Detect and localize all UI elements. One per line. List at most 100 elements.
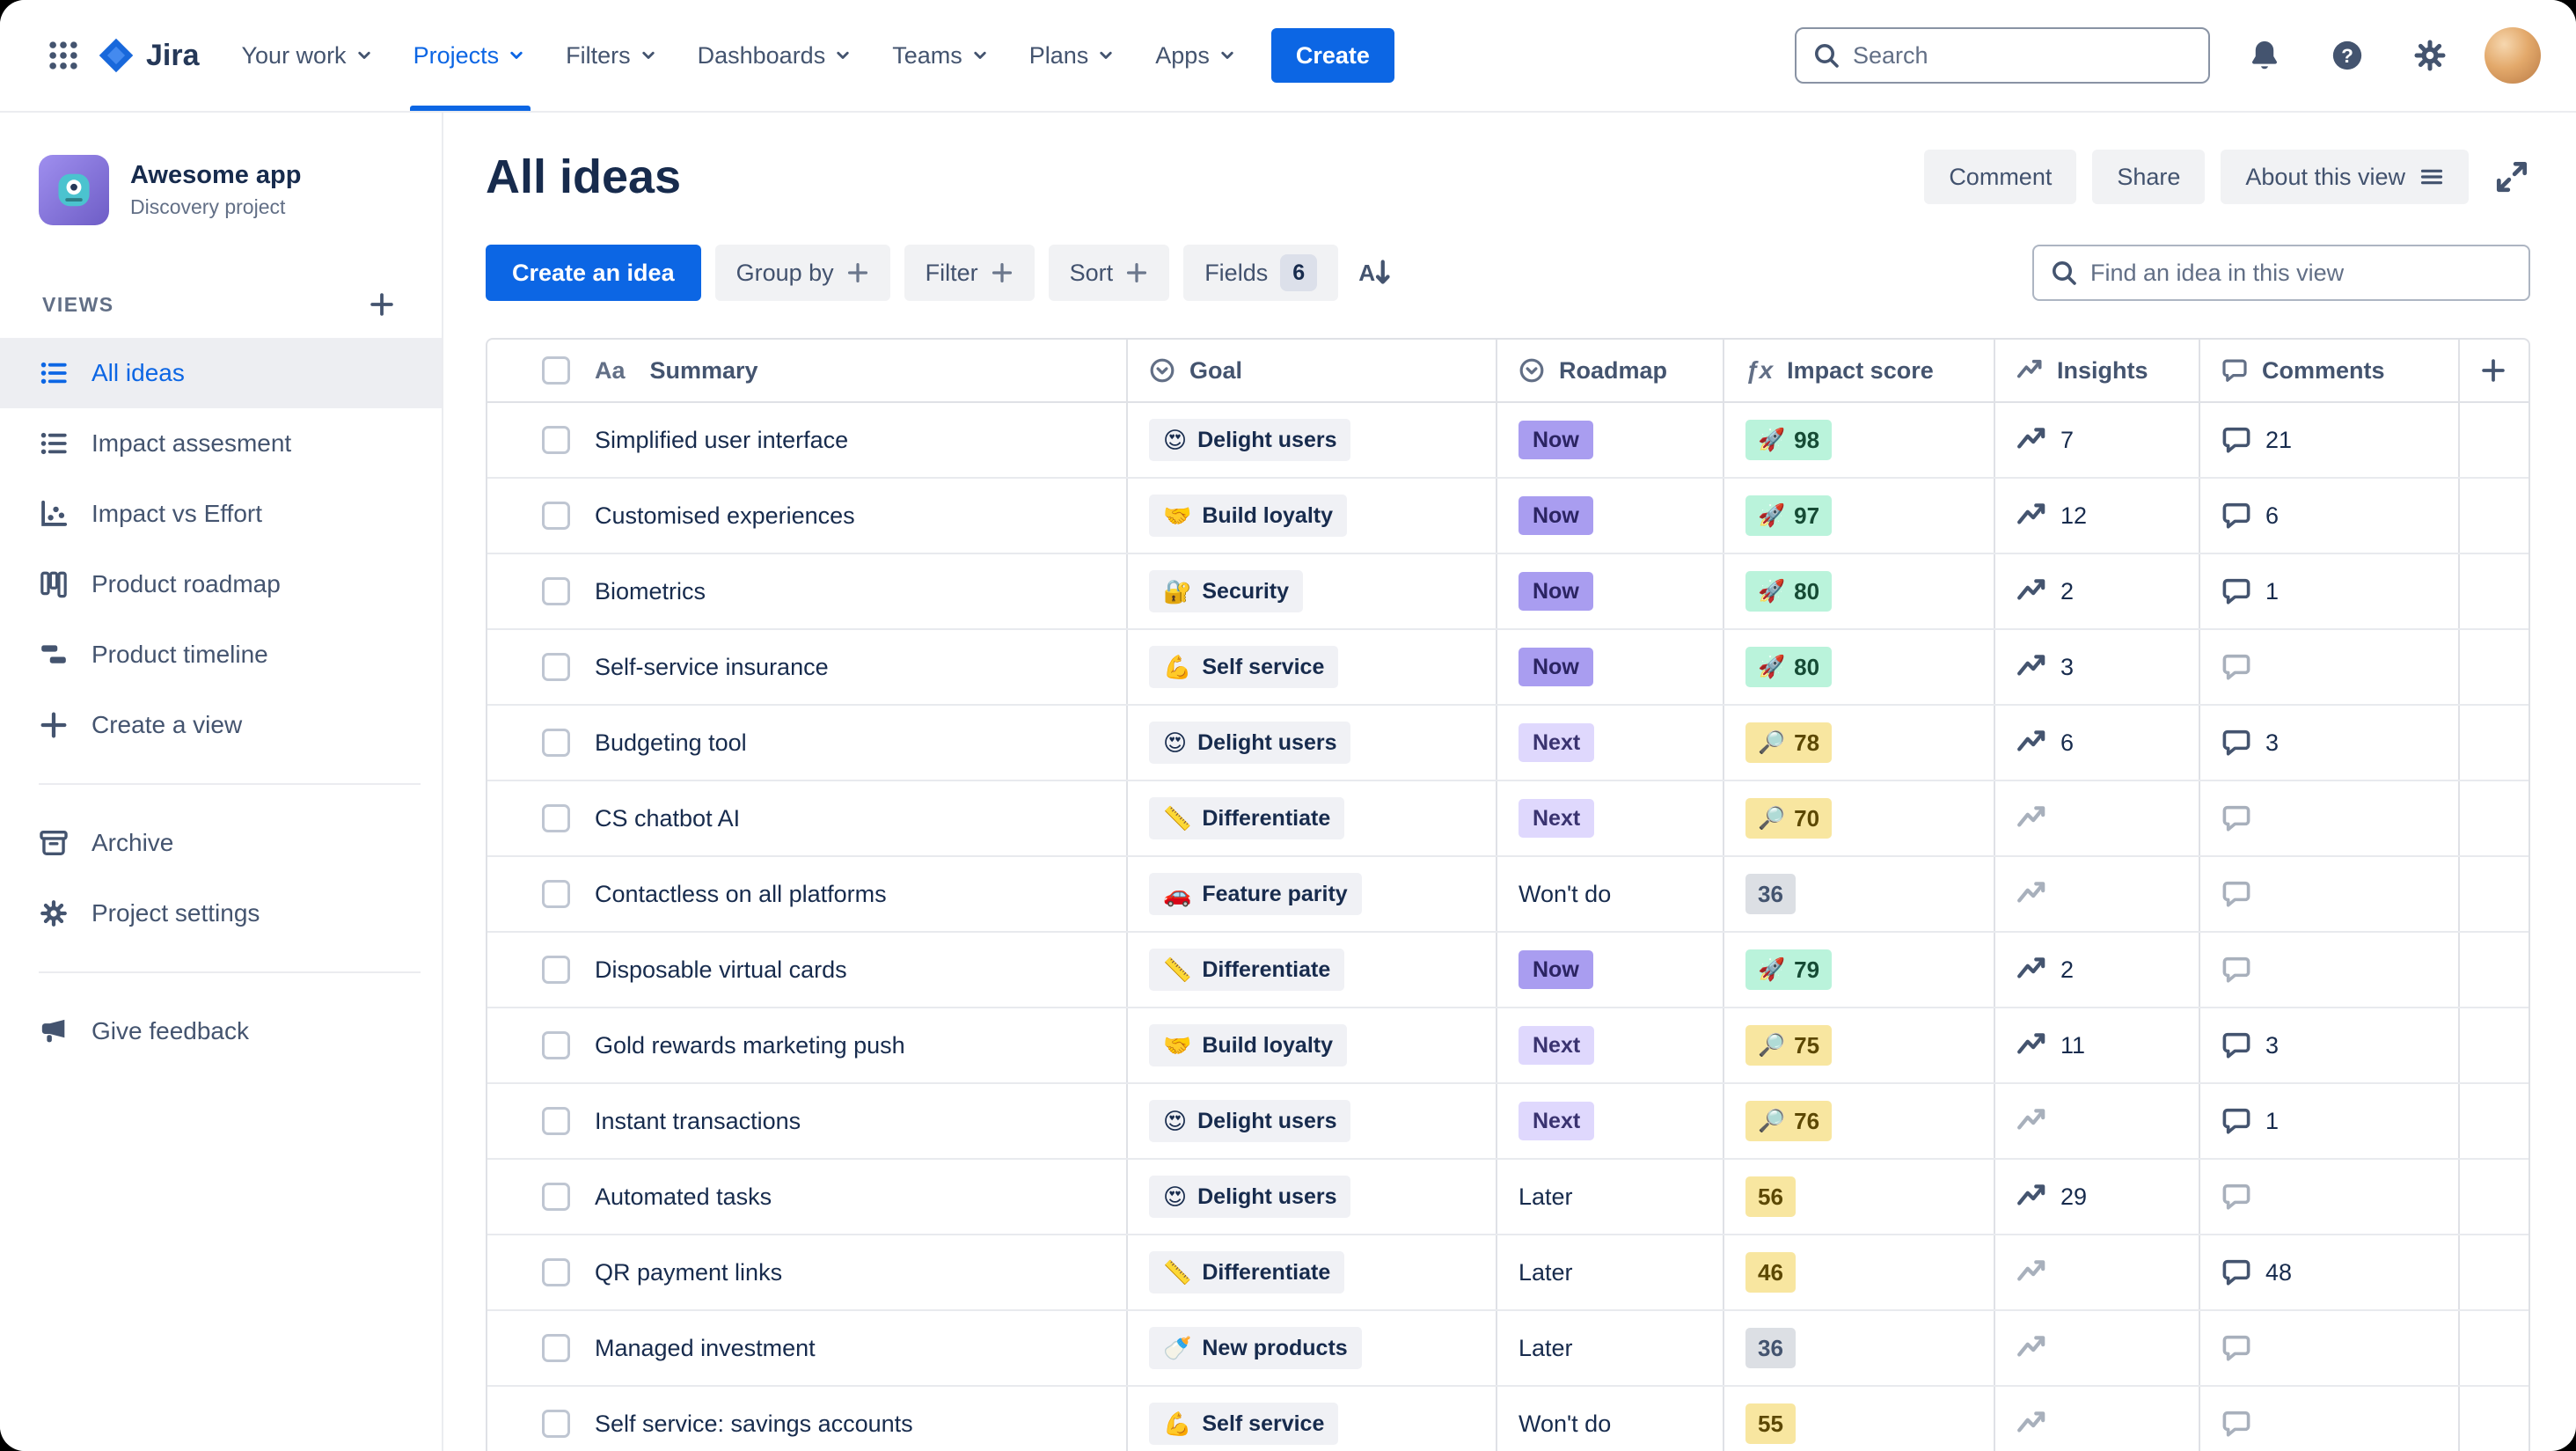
comments-cell[interactable]: 3 — [2200, 1008, 2460, 1082]
column-header-roadmap[interactable]: Roadmap — [1497, 340, 1724, 401]
sidebar-item-impact-vs-effort[interactable]: Impact vs Effort — [0, 479, 442, 549]
row-checkbox[interactable] — [542, 1334, 570, 1362]
idea-summary[interactable]: Simplified user interface — [595, 426, 849, 453]
comments-cell[interactable]: 1 — [2200, 1084, 2460, 1158]
add-view-icon[interactable] — [361, 283, 403, 326]
about-this-view-button[interactable]: About this view — [2221, 150, 2469, 204]
row-checkbox[interactable] — [542, 880, 570, 908]
notifications-icon[interactable] — [2236, 27, 2293, 84]
table-row[interactable]: Self service: savings accounts 💪 Self se… — [487, 1387, 2528, 1451]
user-avatar[interactable] — [2485, 27, 2541, 84]
idea-summary[interactable]: Disposable virtual cards — [595, 956, 847, 983]
table-row[interactable]: Budgeting tool 😍 Delight users Next 🔎 78… — [487, 706, 2528, 781]
table-row[interactable]: Self-service insurance 💪 Self service No… — [487, 630, 2528, 706]
global-search-input[interactable] — [1853, 41, 2192, 70]
insights-cell[interactable] — [1995, 1311, 2200, 1385]
roadmap-pill[interactable]: Now — [1519, 648, 1593, 686]
row-checkbox[interactable] — [542, 1410, 570, 1438]
roadmap-pill[interactable]: Next — [1519, 799, 1595, 838]
comments-cell[interactable]: 3 — [2200, 706, 2460, 780]
column-header-insights[interactable]: Insights — [1995, 340, 2200, 401]
idea-summary[interactable]: Self-service insurance — [595, 653, 829, 680]
row-checkbox[interactable] — [542, 804, 570, 832]
sort-az-icon[interactable] — [1358, 255, 1393, 290]
idea-summary[interactable]: CS chatbot AI — [595, 804, 741, 832]
fullscreen-icon[interactable] — [2493, 158, 2530, 195]
sidebar-item-give-feedback[interactable]: Give feedback — [0, 996, 442, 1066]
sidebar-item-project-settings[interactable]: Project settings — [0, 878, 442, 949]
table-row[interactable]: Gold rewards marketing push 🤝 Build loya… — [487, 1008, 2528, 1084]
column-header-impact-score[interactable]: ƒx Impact score — [1724, 340, 1995, 401]
help-icon[interactable] — [2319, 27, 2375, 84]
insights-cell[interactable]: 2 — [1995, 554, 2200, 628]
goal-pill[interactable]: 🚗 Feature parity — [1149, 873, 1362, 915]
idea-summary[interactable]: Automated tasks — [595, 1183, 772, 1210]
sidebar-item-all-ideas[interactable]: All ideas — [0, 338, 442, 408]
comments-cell[interactable]: 48 — [2200, 1235, 2460, 1309]
comments-cell[interactable]: 6 — [2200, 479, 2460, 553]
nav-apps[interactable]: Apps — [1136, 0, 1257, 111]
table-row[interactable]: Biometrics 🔐 Security Now 🚀 80 2 1 — [487, 554, 2528, 630]
goal-pill[interactable]: 📏 Differentiate — [1149, 1251, 1345, 1293]
idea-summary[interactable]: Biometrics — [595, 577, 706, 605]
row-checkbox[interactable] — [542, 1107, 570, 1135]
goal-pill[interactable]: 😍 Delight users — [1149, 1100, 1351, 1142]
nav-filters[interactable]: Filters — [546, 0, 678, 111]
settings-icon[interactable] — [2402, 27, 2458, 84]
comments-cell[interactable] — [2200, 1387, 2460, 1451]
find-idea-input[interactable] — [2090, 259, 2513, 287]
comments-cell[interactable] — [2200, 1160, 2460, 1234]
insights-cell[interactable] — [1995, 781, 2200, 855]
idea-summary[interactable]: Gold rewards marketing push — [595, 1031, 905, 1059]
nav-your-work[interactable]: Your work — [223, 0, 394, 111]
fields-button[interactable]: Fields 6 — [1183, 245, 1339, 301]
nav-teams[interactable]: Teams — [873, 0, 1010, 111]
comments-cell[interactable] — [2200, 933, 2460, 1007]
column-header-comments[interactable]: Comments — [2200, 340, 2460, 401]
goal-pill[interactable]: 😍 Delight users — [1149, 722, 1351, 764]
row-checkbox[interactable] — [542, 1031, 570, 1059]
row-checkbox[interactable] — [542, 956, 570, 984]
nav-plans[interactable]: Plans — [1010, 0, 1137, 111]
goal-pill[interactable]: 💪 Self service — [1149, 1403, 1339, 1445]
goal-pill[interactable]: 😍 Delight users — [1149, 419, 1351, 461]
insights-cell[interactable]: 6 — [1995, 706, 2200, 780]
roadmap-pill[interactable]: Next — [1519, 1102, 1595, 1140]
sidebar-item-product-timeline[interactable]: Product timeline — [0, 619, 442, 690]
table-row[interactable]: Contactless on all platforms 🚗 Feature p… — [487, 857, 2528, 933]
filter-button[interactable]: Filter — [904, 245, 1035, 301]
table-row[interactable]: Instant transactions 😍 Delight users Nex… — [487, 1084, 2528, 1160]
idea-summary[interactable]: QR payment links — [595, 1258, 783, 1286]
goal-pill[interactable]: 🔐 Security — [1149, 570, 1304, 612]
comments-cell[interactable] — [2200, 630, 2460, 704]
goal-pill[interactable]: 🍼 New products — [1149, 1327, 1362, 1369]
table-row[interactable]: QR payment links 📏 Differentiate Later 4… — [487, 1235, 2528, 1311]
insights-cell[interactable]: 7 — [1995, 403, 2200, 477]
insights-cell[interactable]: 29 — [1995, 1160, 2200, 1234]
row-checkbox[interactable] — [542, 729, 570, 757]
goal-pill[interactable]: 😍 Delight users — [1149, 1176, 1351, 1218]
table-row[interactable]: Customised experiences 🤝 Build loyalty N… — [487, 479, 2528, 554]
roadmap-pill[interactable]: Later — [1519, 1183, 1573, 1210]
idea-summary[interactable]: Instant transactions — [595, 1107, 801, 1134]
table-row[interactable]: Simplified user interface 😍 Delight user… — [487, 403, 2528, 479]
column-header-goal[interactable]: Goal — [1128, 340, 1497, 401]
project-header[interactable]: Awesome app Discovery project — [0, 155, 442, 225]
create-button[interactable]: Create — [1270, 28, 1394, 83]
row-checkbox[interactable] — [542, 1258, 570, 1286]
nav-dashboards[interactable]: Dashboards — [678, 0, 874, 111]
comments-cell[interactable] — [2200, 781, 2460, 855]
idea-summary[interactable]: Managed investment — [595, 1334, 816, 1361]
find-idea-search[interactable] — [2032, 245, 2530, 301]
roadmap-pill[interactable]: Later — [1519, 1334, 1573, 1361]
roadmap-pill[interactable]: Now — [1519, 421, 1593, 459]
comments-cell[interactable]: 21 — [2200, 403, 2460, 477]
goal-pill[interactable]: 💪 Self service — [1149, 646, 1339, 688]
goal-pill[interactable]: 🤝 Build loyalty — [1149, 1024, 1348, 1066]
comments-cell[interactable]: 1 — [2200, 554, 2460, 628]
goal-pill[interactable]: 🤝 Build loyalty — [1149, 495, 1348, 537]
create-idea-button[interactable]: Create an idea — [486, 245, 701, 301]
roadmap-pill[interactable]: Now — [1519, 950, 1593, 989]
sort-button[interactable]: Sort — [1048, 245, 1170, 301]
row-checkbox[interactable] — [542, 577, 570, 605]
